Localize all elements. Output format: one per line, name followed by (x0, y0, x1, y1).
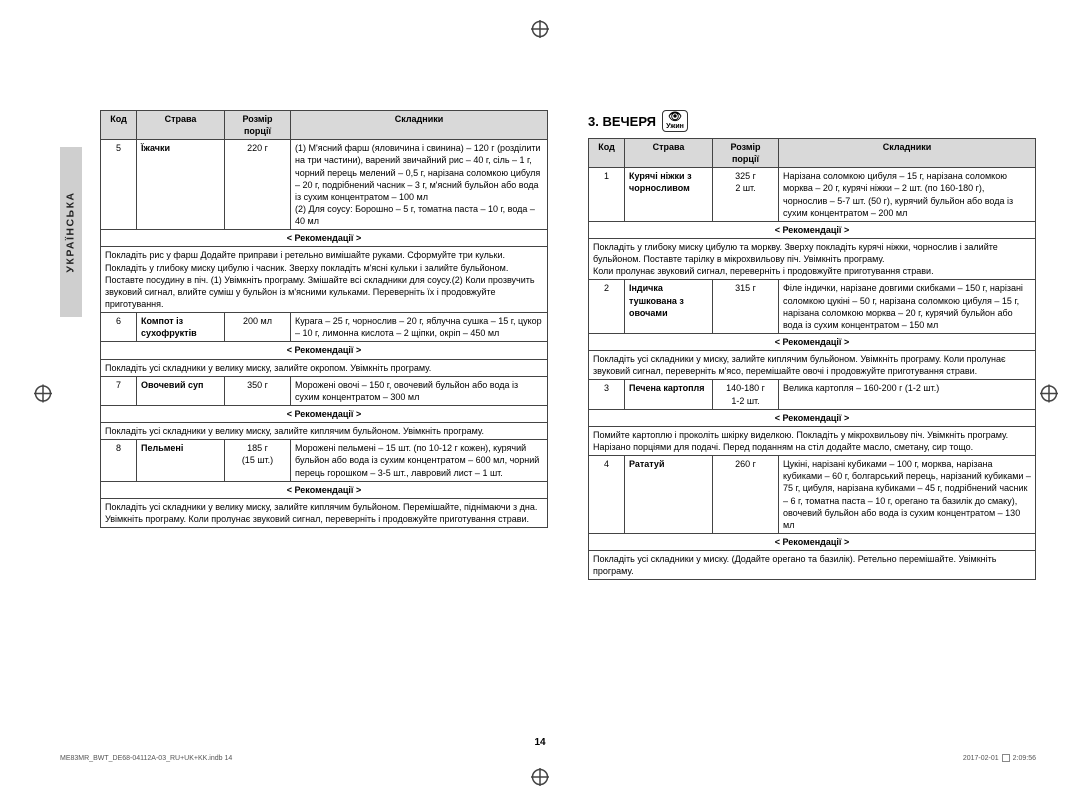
left-table: Код Страва Розмір порції Складники 5 Їжа… (100, 110, 548, 528)
table-row: 2 Індичка тушкована з овочами 315 г Філе… (589, 280, 1036, 334)
language-tab: УКРАЇНСЬКА (60, 147, 82, 317)
crop-mark-bottom (531, 768, 549, 786)
footer-filename: ME83MR_BWT_DE68-04112A-03_RU+UK+KK.indb … (60, 755, 232, 762)
table-row: 7 Овочевий суп 350 г Морожені овочі – 15… (101, 376, 548, 405)
rec-text: Покладіть рис у фарш Додайте приправи і … (101, 247, 548, 313)
th-code: Код (101, 111, 137, 140)
table-row: 5 Їжачки 220 г (1) М'ясний фарш (яловичи… (101, 140, 548, 230)
th-size: Розмір порції (225, 111, 291, 140)
rec-heading: < Рекомендації > (101, 405, 548, 422)
table-row: 8 Пельмені 185 г (15 шт.) Морожені пельм… (101, 440, 548, 481)
table-row: 1 Курячі ніжки з чорносливом 325 г 2 шт.… (589, 168, 1036, 222)
table-row: 3 Печена картопля 140-180 г 1-2 шт. Вели… (589, 380, 1036, 409)
dinner-icon: 👁 Ужин (662, 110, 688, 132)
rec-text: Покладіть у глибоку миску цибулю та морк… (589, 238, 1036, 279)
th-dish: Страва (137, 111, 225, 140)
crop-mark-right (1040, 385, 1058, 408)
rec-text: Покладіть усі складники у миску. (Додайт… (589, 551, 1036, 580)
crop-mark-top (531, 20, 549, 38)
rec-heading: < Рекомендації > (589, 221, 1036, 238)
table-row: 4 Рататуй 260 г Цукіні, нарізані кубикам… (589, 456, 1036, 534)
th-dish: Страва (625, 139, 713, 168)
right-column: 3. ВЕЧЕРЯ 👁 Ужин Код Страва Розмір порці… (588, 110, 1036, 724)
rec-text: Помийте картоплю і проколіть шкірку виде… (589, 426, 1036, 455)
th-size: Розмір порції (713, 139, 779, 168)
rec-text: Покладіть усі складники у миску, залийте… (589, 351, 1036, 380)
rec-heading: < Рекомендації > (101, 342, 548, 359)
rec-heading: < Рекомендації > (101, 230, 548, 247)
left-column: Код Страва Розмір порції Складники 5 Їжа… (100, 110, 548, 724)
clock-icon (1002, 754, 1010, 762)
rec-heading: < Рекомендації > (101, 481, 548, 498)
section-3-title: 3. ВЕЧЕРЯ 👁 Ужин (588, 110, 1036, 132)
rec-text: Покладіть усі складники у велику миску, … (101, 423, 548, 440)
rec-heading: < Рекомендації > (589, 409, 1036, 426)
rec-heading: < Рекомендації > (589, 333, 1036, 350)
table-row: 6 Компот із сухофруктів 200 мл Курага – … (101, 313, 548, 342)
rec-heading: < Рекомендації > (589, 533, 1036, 550)
footer-timestamp: 2017-02-012:09:56 (963, 754, 1036, 762)
crop-mark-left (34, 385, 52, 408)
rec-text: Покладіть усі складники у велику миску, … (101, 359, 548, 376)
th-code: Код (589, 139, 625, 168)
page-number: 14 (534, 737, 545, 748)
right-table: Код Страва Розмір порції Складники 1 Кур… (588, 138, 1036, 580)
th-ingredients: Складники (779, 139, 1036, 168)
th-ingredients: Складники (291, 111, 548, 140)
rec-text: Покладіть усі складники у велику миску, … (101, 498, 548, 527)
